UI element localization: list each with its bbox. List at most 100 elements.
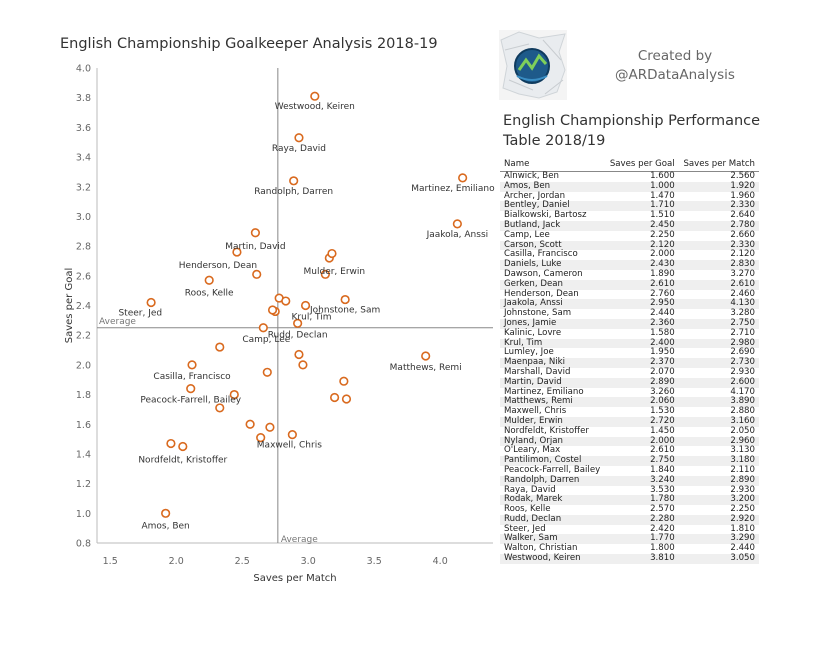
table-row: Walton, Christian 1.800 2.440 [500,543,759,554]
cell-saves-per-goal: 2.420 [650,523,675,534]
data-point [178,441,188,452]
cell-saves-per-match: 2.660 [730,229,755,240]
y-tick-label: 2.2 [76,331,91,342]
table-row: Mulder, Erwin 2.720 3.160 [500,416,759,427]
data-point [186,384,196,394]
cell-saves-per-match: 1.810 [730,523,755,534]
average-label-x: Average [281,535,318,545]
table-row: Walker, Sam 1.770 3.290 [500,534,759,545]
data-point [339,376,349,386]
table-row: Bentley, Daniel 1.710 2.330 [500,201,759,212]
cell-saves-per-goal: 2.060 [605,397,679,408]
cell-name: Martinez, Emiliano [504,386,584,397]
data-point [281,296,291,306]
table-row: Butland, Jack 2.450 2.780 [500,220,759,231]
cell-name: Casilla, Francisco [504,249,578,260]
x-tick-label: 3.0 [301,556,316,567]
x-tick-label: 1.5 [103,556,118,567]
cell-saves-per-match: 2.980 [678,338,759,349]
cell-saves-per-match: 2.110 [730,464,755,475]
data-point [161,508,171,518]
cell-saves-per-goal: 2.610 [605,279,679,290]
y-tick-label: 3.0 [76,212,91,223]
cell-saves-per-goal: 1.470 [650,190,675,201]
cell-saves-per-goal: 2.440 [650,308,675,319]
column-header-saves-per-goal: Saves per Goal [605,157,679,172]
cell-saves-per-match: 3.280 [730,308,755,319]
cell-saves-per-goal: 1.000 [605,181,679,192]
data-point [187,360,197,370]
performance-table: Name Saves per Goal Saves per Match Alnw… [500,157,759,564]
cell-saves-per-goal: 1.710 [605,201,679,212]
cell-name: Randolph, Darren [500,475,606,486]
table-row: Rudd, Declan 2.280 2.920 [500,514,759,525]
table-row: Archer, Jordan 1.470 1.960 [500,190,759,202]
cell-saves-per-match: 3.890 [678,397,759,408]
y-tick-label: 1.6 [76,420,91,431]
cell-saves-per-goal: 2.000 [650,249,675,260]
data-point [330,392,340,403]
point-label: Roos, Kelle [185,288,234,298]
cell-saves-per-match: 2.560 [730,171,755,181]
table-row: Nyland, Orjan 2.000 2.960 [500,436,759,447]
data-point [252,269,262,279]
point-label: Maxwell, Chris [257,441,322,451]
cell-saves-per-goal: 1.950 [650,347,675,358]
point-label: Henderson, Dean [179,261,257,271]
cell-saves-per-goal: 2.570 [650,504,675,515]
cell-name: Dawson, Cameron [504,268,583,279]
cell-saves-per-goal: 1.840 [650,464,675,475]
point-label: Nordfeldt, Kristoffer [138,456,227,466]
cell-name: Maxwell, Chris [504,406,567,417]
cell-name: Amos, Ben [500,181,606,192]
table-row: Randolph, Darren 3.240 2.890 [500,475,759,486]
x-tick-label: 3.5 [367,556,382,567]
cell-saves-per-goal: 2.400 [605,338,679,349]
x-tick-label: 4.0 [433,556,448,567]
y-tick-label: 4.0 [76,64,91,75]
cell-saves-per-match: 2.690 [730,347,755,358]
data-point [340,294,350,305]
data-point [458,173,468,183]
cell-saves-per-match: 3.180 [678,455,759,466]
table-row: Camp, Lee 2.250 2.660 [500,229,759,241]
y-tick-label: 3.6 [76,123,91,134]
cell-name: Peacock-Farrell, Bailey [504,464,601,475]
cell-name: Archer, Jordan [504,190,566,201]
cell-saves-per-goal: 2.000 [605,436,679,447]
x-axis-label: Saves per Match [253,573,336,584]
chart-title: English Championship Goalkeeper Analysis… [60,36,438,52]
table-row: Raya, David 3.530 2.930 [500,485,759,496]
cell-saves-per-goal: 2.750 [605,455,679,466]
cell-saves-per-goal: 2.720 [605,416,679,427]
data-point [215,342,225,352]
y-tick-label: 1.2 [76,479,91,490]
data-point [262,367,272,377]
cell-saves-per-match: 2.250 [730,504,755,515]
table-title-line-2: Table 2018/19 [503,133,606,149]
table-row: Maxwell, Chris 1.530 2.880 [500,406,759,417]
cell-name: Kalinic, Lovre [504,327,562,338]
cell-saves-per-match: 2.930 [730,366,755,377]
cell-saves-per-goal: 2.760 [650,288,675,299]
cell-saves-per-goal: 2.950 [605,299,679,310]
cell-saves-per-goal: 2.070 [650,366,675,377]
table-row: Daniels, Luke 2.430 2.830 [500,259,759,270]
cell-saves-per-match: 3.200 [678,494,759,506]
data-point [166,438,176,449]
table-row: Jones, Jamie 2.360 2.750 [500,318,759,329]
cell-name: Johnstone, Sam [504,308,572,319]
cell-saves-per-match: 2.050 [730,425,755,436]
credit-text: Created by @ARDataAnalysis [600,47,750,85]
y-tick-label: 2.4 [76,301,91,312]
data-point [204,275,214,285]
data-point [256,433,266,443]
y-axis-label: Saves per Goal [64,268,75,344]
scatter-plot: 0.8 1.0 1.2 1.4 1.6 1.8 2.0 2.2 2.4 2.6 2.8 3.0 3.2 3… [64,64,495,585]
cell-saves-per-goal: 3.810 [605,553,679,564]
point-label: Amos, Ben [142,521,190,531]
table-row: Dawson, Cameron 1.890 3.270 [500,268,759,280]
cell-name: Marshall, David [504,366,571,377]
cell-saves-per-goal: 1.580 [650,327,675,338]
table-row: Martin, David 2.890 2.600 [500,377,759,388]
